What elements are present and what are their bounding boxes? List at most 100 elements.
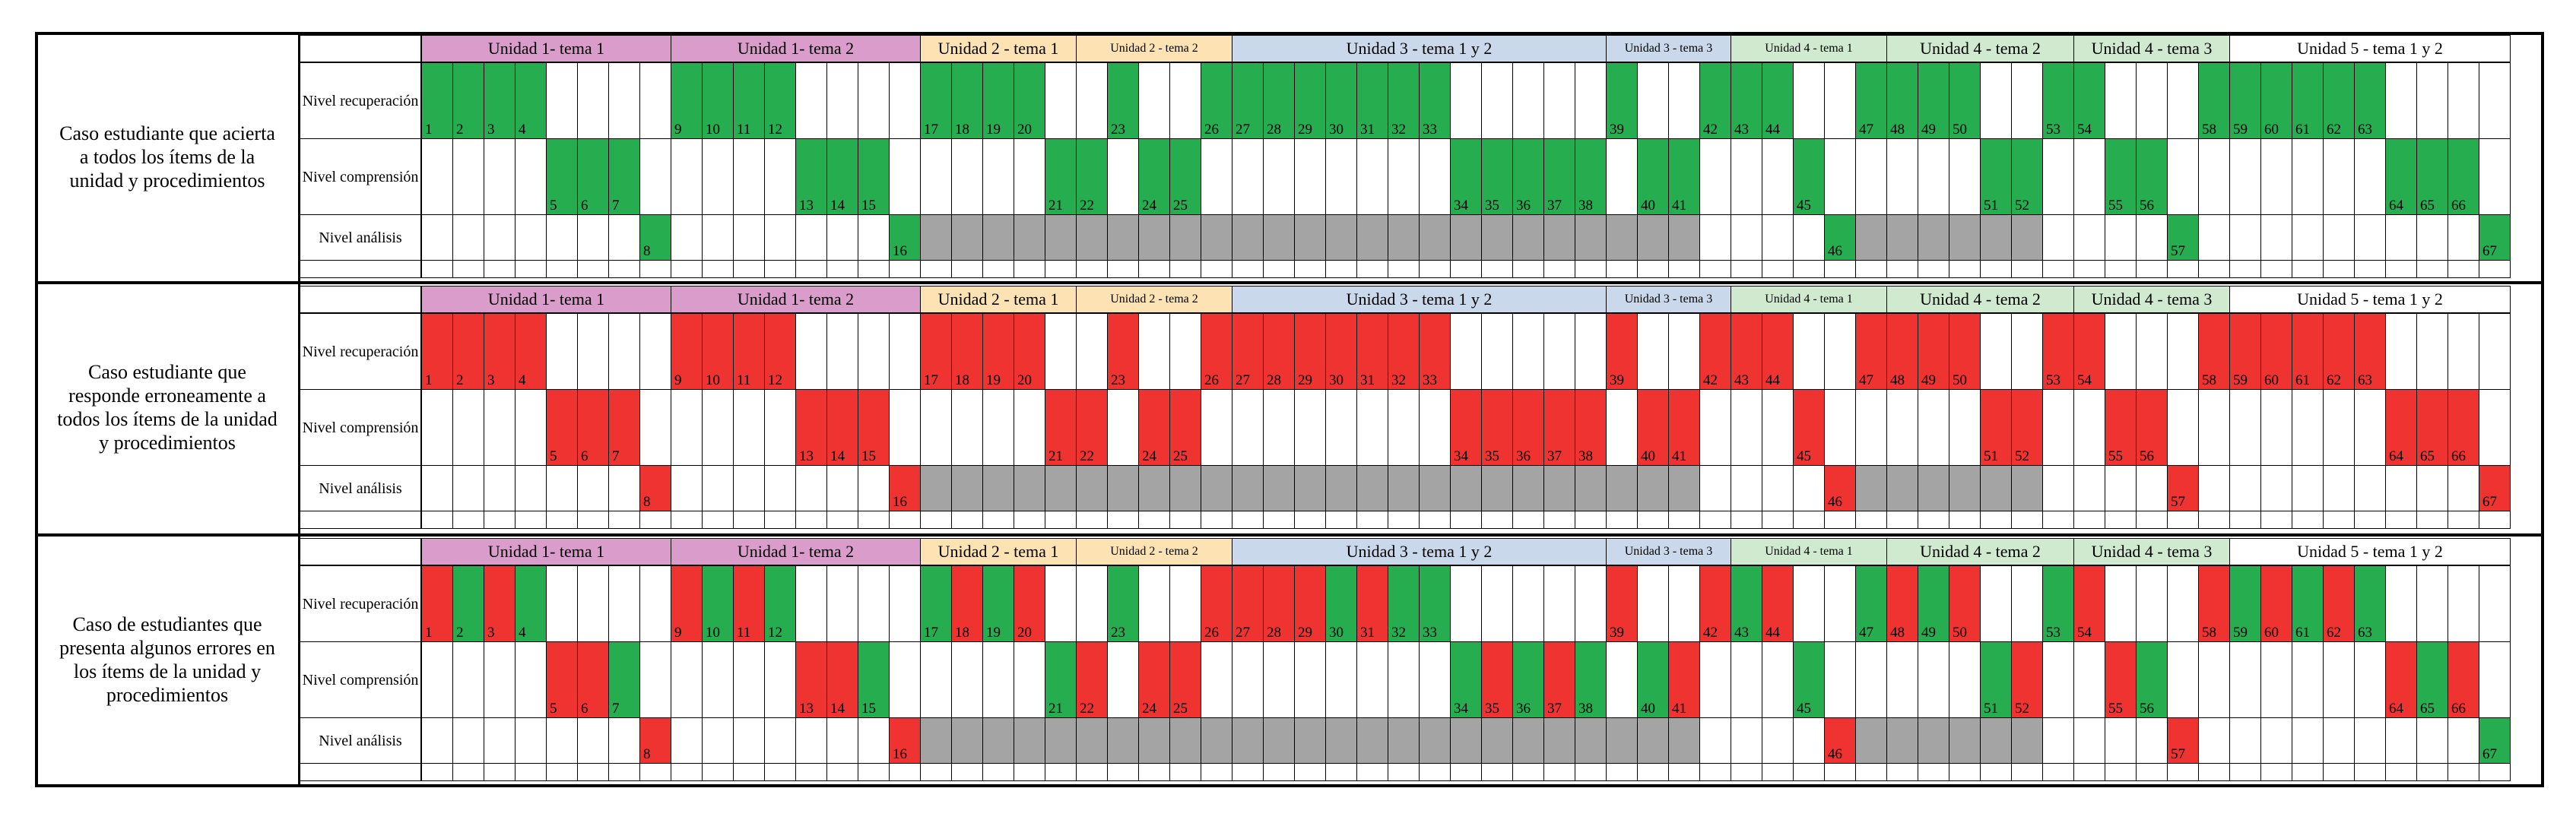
item-number: 29: [1298, 625, 1312, 641]
empty-cell: [671, 641, 703, 718]
spacer-cell: [546, 511, 578, 529]
corner-cell: [300, 286, 421, 313]
spacer-cell: [1543, 511, 1575, 529]
item-number: 5: [550, 701, 557, 717]
spacer-cell: [1855, 260, 1887, 278]
item-number: 25: [1173, 198, 1188, 214]
item-number: 55: [2108, 448, 2123, 464]
item-number: 23: [1111, 122, 1125, 138]
spacer-cell: [1076, 511, 1108, 529]
spacer-cell: [1107, 511, 1139, 529]
level-label: Nivel análisis: [300, 465, 421, 511]
item-cell-27: 27: [1232, 62, 1264, 139]
not-evaluated-cell: [1668, 465, 1700, 511]
item-cell-42: 42: [1699, 565, 1731, 642]
not-evaluated-cell: [1138, 214, 1170, 261]
spacer-cell: [2042, 511, 2074, 529]
item-number: 8: [643, 243, 651, 259]
spacer-cell: [1543, 260, 1575, 278]
empty-cell: [577, 465, 609, 511]
item-number: 20: [1017, 122, 1032, 138]
item-cell-59: 59: [2229, 62, 2261, 139]
item-number: 31: [1360, 625, 1375, 641]
empty-cell: [2136, 214, 2168, 261]
item-number: 50: [1953, 372, 1967, 388]
item-cell-35: 35: [1481, 138, 1513, 215]
item-number: 36: [1516, 701, 1531, 717]
empty-cell: [2073, 138, 2105, 215]
item-cell-60: 60: [2260, 62, 2292, 139]
not-evaluated-cell: [1543, 465, 1575, 511]
spacer-cell: [1637, 511, 1669, 529]
not-evaluated-cell: [1325, 465, 1357, 511]
item-number: 65: [2420, 198, 2435, 214]
item-number: 59: [2233, 122, 2248, 138]
empty-cell: [1543, 313, 1575, 390]
spacer-cell: [1419, 511, 1451, 529]
empty-cell: [2105, 214, 2137, 261]
item-number: 6: [581, 198, 588, 214]
empty-cell: [2479, 389, 2511, 466]
item-number: 12: [768, 122, 782, 138]
spacer-cell: [577, 260, 609, 278]
spacer-cell: [982, 260, 1014, 278]
unit-header: Unidad 1- tema 1: [421, 35, 671, 62]
item-cell-43: 43: [1731, 565, 1762, 642]
item-number: 58: [2202, 122, 2216, 138]
empty-cell: [889, 62, 921, 139]
spacer-cell: [2292, 260, 2324, 278]
item-number: 54: [2077, 625, 2092, 641]
spacer-cell: [1045, 511, 1077, 529]
unit-header: Unidad 3 - tema 3: [1606, 35, 1731, 62]
item-cell-7: 7: [608, 389, 640, 466]
not-evaluated-cell: [1918, 214, 1949, 261]
item-number: 64: [2389, 198, 2403, 214]
empty-cell: [826, 313, 858, 390]
spacer-cell: [1450, 511, 1482, 529]
spacer-cell: [826, 511, 858, 529]
empty-cell: [826, 214, 858, 261]
empty-cell: [1201, 138, 1232, 215]
spacer-cell: [1699, 511, 1731, 529]
item-number: 14: [830, 198, 845, 214]
item-cell-39: 39: [1606, 565, 1638, 642]
item-number: 48: [1890, 372, 1905, 388]
item-number: 33: [1423, 625, 1437, 641]
not-evaluated-cell: [1201, 465, 1232, 511]
empty-cell: [1138, 62, 1170, 139]
item-number: 49: [1921, 122, 1936, 138]
item-number: 31: [1360, 372, 1375, 388]
item-number: 23: [1111, 625, 1125, 641]
item-number: 1: [425, 625, 433, 641]
empty-cell: [515, 138, 547, 215]
item-number: 18: [955, 625, 969, 641]
empty-cell: [639, 62, 671, 139]
item-number: 14: [830, 701, 845, 717]
empty-cell: [2167, 62, 2199, 139]
unit-header: Unidad 1- tema 2: [671, 286, 921, 313]
not-evaluated-cell: [1388, 214, 1420, 261]
empty-cell: [577, 565, 609, 642]
item-number: 21: [1048, 701, 1063, 717]
item-cell-33: 33: [1419, 62, 1451, 139]
empty-cell: [1263, 389, 1295, 466]
empty-cell: [2416, 565, 2448, 642]
item-number: 24: [1142, 198, 1156, 214]
empty-cell: [2354, 138, 2386, 215]
spacer-cell: [889, 511, 921, 529]
spacer-cell: [1138, 260, 1170, 278]
empty-cell: [2448, 214, 2479, 261]
item-cell-12: 12: [764, 313, 796, 390]
spacer-cell: [2385, 511, 2417, 529]
empty-cell: [1169, 62, 1201, 139]
item-number: 61: [2295, 625, 2310, 641]
item-number: 38: [1578, 701, 1593, 717]
empty-cell: [2416, 214, 2448, 261]
item-number: 32: [1391, 122, 1406, 138]
item-cell-27: 27: [1232, 565, 1264, 642]
item-number: 27: [1236, 625, 1250, 641]
empty-cell: [1668, 62, 1700, 139]
spacer-cell: [2136, 511, 2168, 529]
empty-cell: [1388, 138, 1420, 215]
item-number: 52: [2015, 448, 2029, 464]
